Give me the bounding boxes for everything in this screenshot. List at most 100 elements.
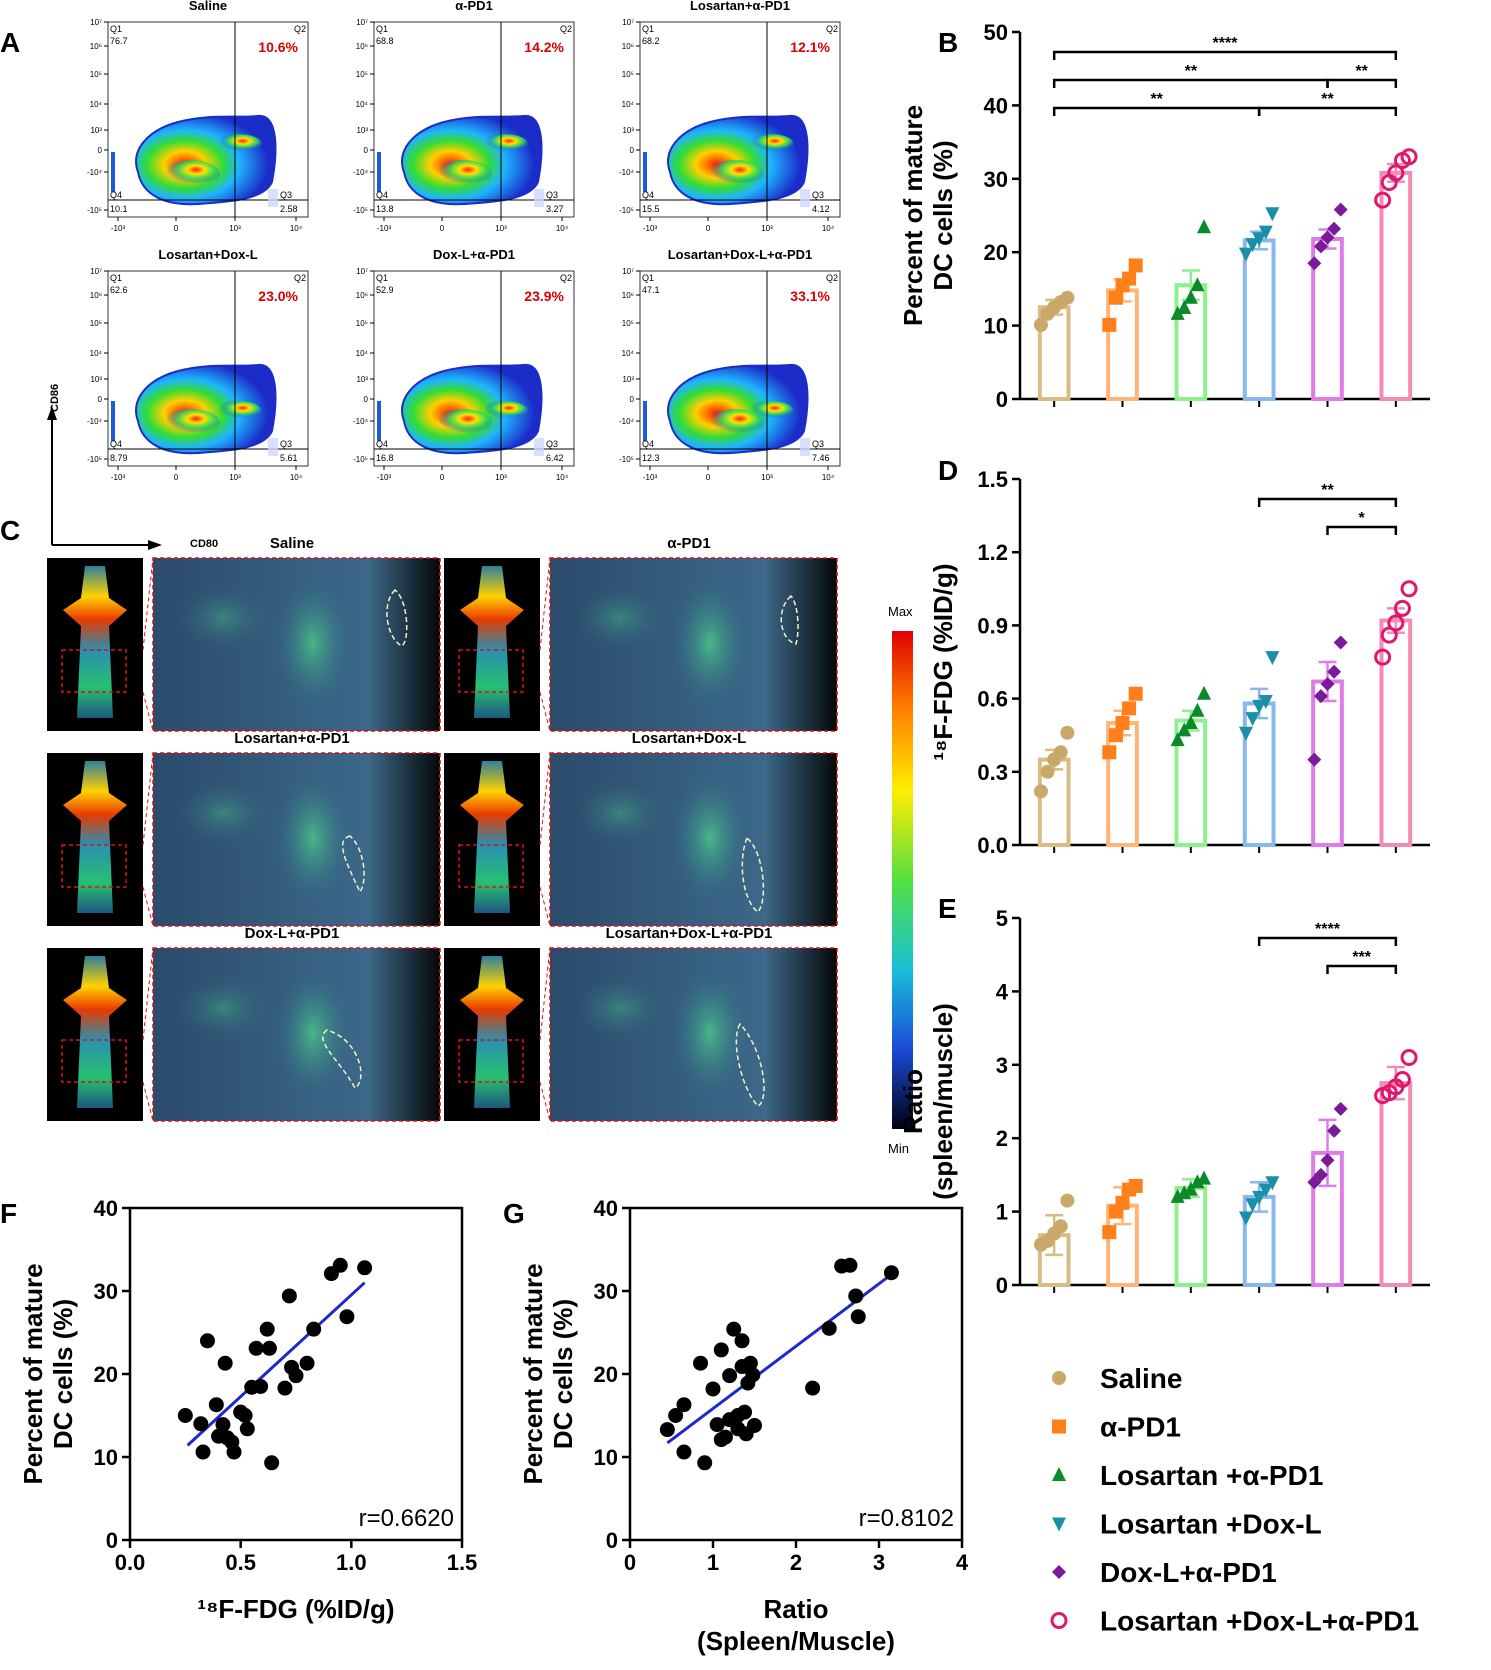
data-point — [1128, 258, 1143, 273]
y-tick-label: 30 — [984, 167, 1008, 192]
data-point — [1115, 716, 1130, 730]
flow-density-core — [480, 401, 528, 421]
data-point — [264, 1455, 280, 1471]
flow-x-tick-label: 10⁴ — [822, 224, 835, 233]
pet-roi-box — [458, 649, 524, 693]
y-tick-label: 30 — [594, 1279, 618, 1304]
data-point — [1052, 1371, 1066, 1385]
significance-bracket — [1052, 106, 1261, 116]
pet-mouse-silhouette — [63, 956, 127, 1108]
flow-q2-label: Q2 — [826, 273, 838, 283]
significance-label: **** — [1315, 921, 1341, 938]
flow-density-blob — [401, 363, 543, 455]
y-tick-label: 1.5 — [977, 467, 1008, 492]
y-tick-label: 30 — [94, 1279, 118, 1304]
data-point — [1387, 614, 1405, 632]
flow-y-tick-label: 10⁴ — [90, 349, 103, 358]
y-axis-label: DC cells (%) — [928, 140, 958, 290]
panel-letter-c: C — [0, 515, 20, 546]
y-tick-label: 0.0 — [977, 833, 1008, 858]
data-point — [1170, 305, 1185, 320]
flow-q1-value: 68.2 — [642, 36, 660, 46]
chart-b-dc-maturation: 0 10 20 30 40 50 Percent of mature DC cells (%)… — [898, 20, 1430, 412]
data-point — [705, 1381, 721, 1397]
data-point — [734, 1333, 750, 1349]
data-point — [1245, 238, 1260, 253]
data-point — [1265, 1176, 1280, 1191]
flow-q1-label: Q1 — [642, 273, 654, 283]
data-point — [1238, 247, 1253, 262]
significance-label: ** — [1355, 63, 1368, 80]
flow-y-tick-label: 10⁴ — [356, 349, 369, 358]
y-tick-label: 0.3 — [977, 760, 1008, 785]
pet-image: α-PD1 — [444, 535, 838, 732]
flow-density-blob — [667, 363, 809, 455]
flow-q2-percent: 10.6% — [258, 39, 298, 55]
pet-image-title: Losartan+Dox-L+α-PD1 — [606, 925, 773, 942]
y-tick-label: 10 — [594, 1445, 618, 1470]
data-point — [848, 1288, 864, 1304]
data-point — [195, 1444, 211, 1460]
data-point — [248, 1340, 264, 1356]
flow-y-tick-label: 10⁷ — [622, 18, 634, 27]
data-point — [306, 1321, 322, 1337]
bar — [1106, 288, 1139, 402]
data-point — [1252, 1190, 1267, 1205]
significance-bracket — [1052, 78, 1329, 88]
pet-spleen-outline — [780, 594, 799, 645]
flow-q3-label: Q3 — [546, 439, 558, 449]
flow-y-tick-label: 10⁷ — [90, 18, 102, 27]
significance-label: ** — [1185, 63, 1198, 80]
data-point — [1333, 635, 1348, 650]
flow-x-tick-label: 0 — [174, 473, 179, 482]
data-point — [1252, 232, 1267, 247]
data-point — [1252, 699, 1267, 714]
data-point — [1128, 686, 1143, 701]
pet-zoom-connector — [142, 557, 154, 651]
flow-x-tick-label: 10⁴ — [290, 224, 303, 233]
flow-q1-value: 47.1 — [642, 285, 660, 295]
flow-q2-percent: 12.1% — [790, 39, 830, 55]
pet-zoom-connector — [539, 886, 551, 927]
data-point — [1102, 317, 1117, 332]
pet-mouse-silhouette — [460, 956, 524, 1108]
pet-mouse-silhouette — [460, 761, 524, 913]
flow-q3-gate — [268, 438, 278, 456]
panel-letter-f: F — [0, 1198, 17, 1229]
data-point — [668, 1408, 684, 1423]
pet-mouse-silhouette — [63, 566, 127, 718]
data-point — [1320, 1153, 1335, 1168]
data-point — [850, 1309, 866, 1325]
flow-q2-label: Q2 — [826, 24, 838, 34]
pet-colorscale — [892, 631, 913, 1129]
flow-y-tick-label: 10⁴ — [622, 349, 635, 358]
data-point — [1177, 722, 1192, 737]
y-tick-label: 2 — [996, 1126, 1008, 1151]
data-point — [1313, 1167, 1328, 1182]
flow-y-tick-label: 10⁷ — [356, 267, 368, 276]
significance-bracket — [1326, 525, 1398, 535]
flow-y-axis-label: CD86 — [49, 384, 61, 412]
legend-label: Saline — [1100, 1363, 1182, 1394]
flow-q3-value: 7.46 — [812, 453, 830, 463]
flow-q2-percent: 23.9% — [524, 288, 564, 304]
flow-density-core — [432, 160, 492, 188]
flow-y-tick-label: 10⁶ — [90, 42, 102, 51]
flow-q4-value: 16.8 — [376, 453, 394, 463]
data-point — [821, 1320, 837, 1336]
flow-y-tick-label: -10⁴ — [87, 168, 103, 177]
x-tick-label: 3 — [873, 1550, 885, 1575]
data-point — [1393, 1070, 1411, 1088]
significance-label: ** — [1150, 91, 1163, 108]
data-point — [217, 1355, 233, 1371]
data-point — [1033, 317, 1048, 332]
legend: Saline α-PD1 Losartan +α-PD1 Losartan +Dox-… — [1050, 1363, 1419, 1637]
data-point — [709, 1417, 725, 1433]
flow-y-tick-label: -10⁴ — [353, 417, 369, 426]
flow-y-tick-label: 10⁷ — [356, 18, 368, 27]
data-point — [1307, 752, 1322, 767]
data-point — [1265, 207, 1280, 222]
regression-line — [186, 1281, 366, 1447]
y-tick-label: 0 — [106, 1528, 118, 1553]
y-tick-label: 0.9 — [977, 613, 1008, 638]
